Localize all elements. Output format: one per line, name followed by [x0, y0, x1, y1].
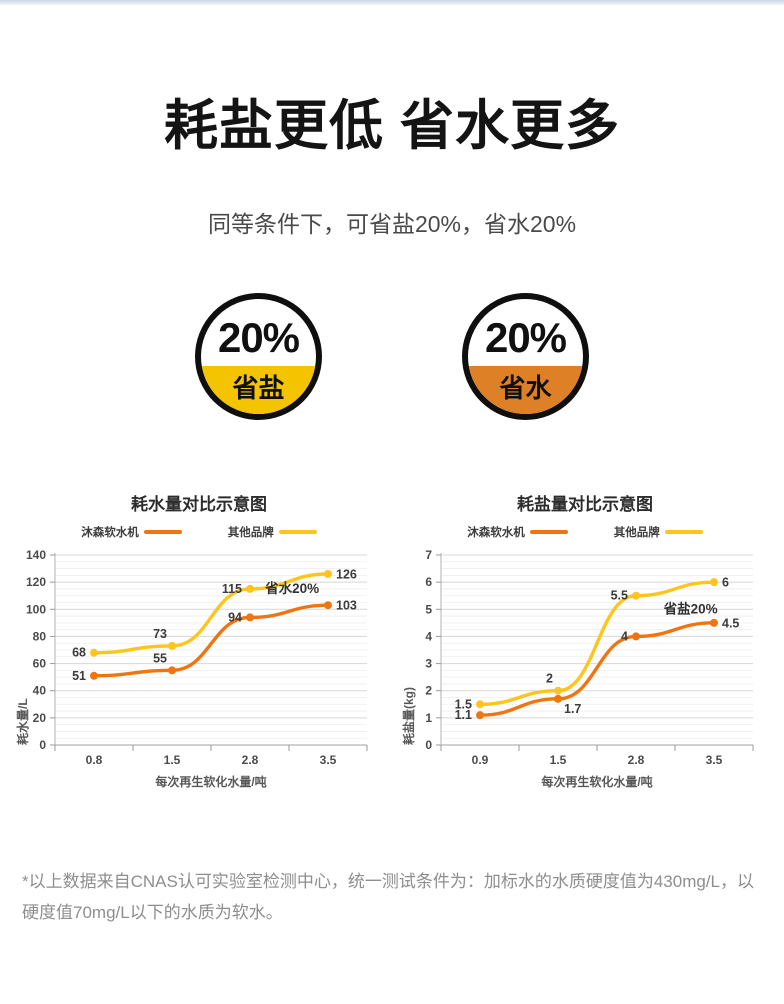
- svg-text:51: 51: [72, 669, 86, 683]
- svg-text:55: 55: [153, 651, 167, 665]
- legend-line-swatch-orange: [529, 530, 568, 535]
- legend-line-swatch-yellow: [664, 530, 703, 535]
- svg-text:6: 6: [425, 575, 432, 589]
- svg-text:3: 3: [425, 657, 432, 671]
- svg-text:1.7: 1.7: [564, 702, 581, 716]
- svg-text:140: 140: [26, 548, 46, 562]
- line-chart-water: 0 20 40 60 80 100 120 140 0.8 1.5 2.8 3.5 68 73 115 126…: [15, 548, 368, 789]
- svg-text:4: 4: [425, 630, 432, 644]
- svg-text:120: 120: [26, 575, 46, 589]
- svg-text:2.8: 2.8: [242, 753, 259, 767]
- line-chart-salt: 0 1 2 3 4 5 6 7 0.9 1.5 2.8 3.5 1.5 2 5.5 6 1.1 1.7 4 4.5 省盐…: [401, 548, 754, 789]
- svg-text:2: 2: [546, 672, 553, 686]
- svg-text:耗水量/L: 耗水量/L: [15, 698, 30, 745]
- legend-label: 沐森软水机: [467, 527, 525, 540]
- svg-text:103: 103: [336, 599, 357, 613]
- charts-row: 耗水量对比示意图 沐森软水机 其他品牌 0 20 40 60 80 100 120 140 0.…: [0, 490, 784, 789]
- legend-item-other-brands: 其他品牌: [614, 524, 703, 540]
- svg-text:4: 4: [621, 630, 628, 644]
- svg-text:80: 80: [33, 630, 47, 644]
- svg-text:0.9: 0.9: [472, 753, 489, 767]
- svg-text:5.5: 5.5: [611, 589, 628, 603]
- badge-water-saving: 20% 省水: [462, 293, 589, 421]
- badge-water-label: 省水: [499, 373, 552, 404]
- badge-water-fill: [468, 365, 583, 415]
- top-strip: [0, 0, 784, 5]
- svg-text:每次再生软化水量/吨: 每次再生软化水量/吨: [155, 774, 266, 789]
- legend-line-swatch-yellow: [278, 530, 317, 535]
- svg-text:2.8: 2.8: [628, 753, 645, 767]
- svg-text:60: 60: [33, 657, 47, 671]
- svg-text:4.5: 4.5: [722, 616, 739, 630]
- chart-legend: 沐森软水机 其他品牌: [399, 524, 771, 540]
- svg-text:68: 68: [72, 646, 86, 660]
- svg-text:1.5: 1.5: [455, 697, 472, 711]
- svg-text:1.5: 1.5: [164, 753, 181, 767]
- legend-label: 沐森软水机: [81, 527, 139, 540]
- page-subtitle: 同等条件下，可省盐20%，省水20%: [207, 211, 577, 238]
- chart-title: 耗盐量对比示意图: [517, 495, 653, 515]
- chart-legend: 沐森软水机 其他品牌: [13, 524, 385, 540]
- chart-salt-consumption: 耗盐量对比示意图 沐森软水机 其他品牌 0 1 2 3 4 5 6 7 0.9 1.5 2.8 3.5…: [399, 490, 771, 789]
- svg-text:耗盐量(kg): 耗盐量(kg): [401, 687, 416, 745]
- legend-item-musen: 沐森软水机: [81, 524, 182, 540]
- svg-text:1.1: 1.1: [455, 708, 472, 722]
- svg-text:省水20%: 省水20%: [264, 580, 319, 596]
- badge-row: 20% 省盐 20% 省水: [0, 293, 784, 421]
- svg-text:115: 115: [222, 582, 242, 596]
- svg-text:73: 73: [153, 627, 167, 641]
- svg-text:0: 0: [425, 738, 432, 752]
- badge-salt-percent: 20%: [217, 314, 300, 362]
- svg-text:0.8: 0.8: [86, 753, 103, 767]
- page-title: 耗盐更低 省水更多: [163, 96, 620, 156]
- svg-text:0: 0: [39, 738, 46, 752]
- badge-salt-saving: 20% 省盐: [195, 293, 322, 421]
- svg-text:省盐20%: 省盐20%: [663, 600, 718, 616]
- svg-text:7: 7: [425, 548, 432, 562]
- badge-salt-label: 省盐: [232, 373, 285, 404]
- legend-label: 其他品牌: [227, 527, 274, 540]
- svg-text:3.5: 3.5: [706, 753, 723, 767]
- svg-text:126: 126: [336, 568, 357, 582]
- badge-salt-fill: [201, 365, 316, 415]
- svg-text:94: 94: [228, 611, 242, 625]
- svg-text:3.5: 3.5: [320, 753, 337, 767]
- legend-line-swatch-orange: [143, 530, 182, 535]
- legend-item-musen: 沐森软水机: [467, 524, 568, 540]
- svg-text:6: 6: [722, 576, 729, 590]
- svg-text:20: 20: [33, 711, 47, 725]
- svg-text:5: 5: [425, 602, 432, 616]
- footnote: *以上数据来自CNAS认可实验室检测中心，统一测试条件为：加标水的水质硬度值为4…: [22, 872, 755, 922]
- legend-item-other-brands: 其他品牌: [228, 524, 317, 540]
- svg-text:2: 2: [425, 684, 432, 698]
- svg-text:100: 100: [26, 602, 46, 616]
- chart-title: 耗水量对比示意图: [131, 495, 267, 515]
- chart-water-consumption: 耗水量对比示意图 沐森软水机 其他品牌 0 20 40 60 80 100 120 140 0.…: [13, 490, 385, 789]
- svg-text:1: 1: [425, 711, 432, 725]
- badge-water-percent: 20%: [484, 314, 567, 362]
- svg-text:每次再生软化水量/吨: 每次再生软化水量/吨: [541, 774, 652, 789]
- svg-text:1.5: 1.5: [550, 753, 567, 767]
- legend-label: 其他品牌: [613, 527, 660, 540]
- svg-text:40: 40: [33, 684, 47, 698]
